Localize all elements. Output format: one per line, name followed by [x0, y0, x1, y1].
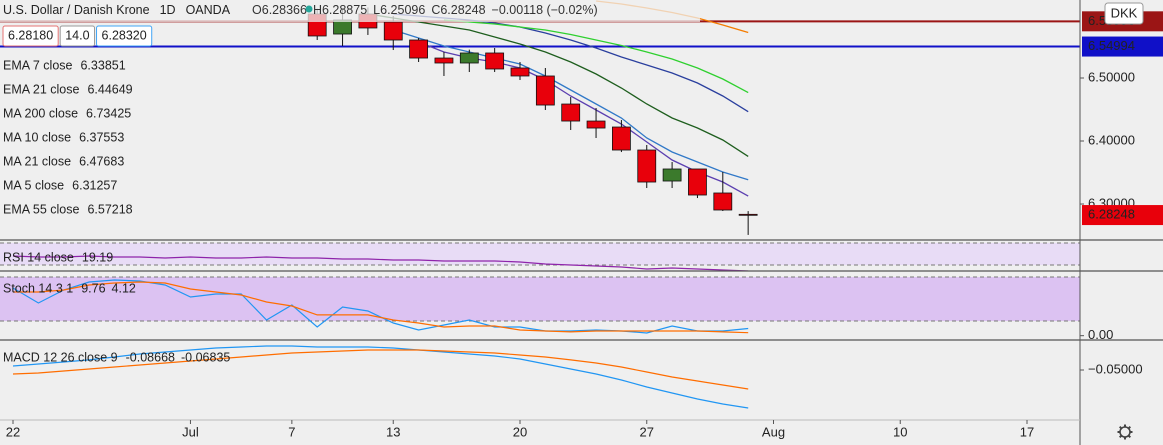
legend-value: 19.19 [82, 250, 113, 264]
x-tick-label: Jul [182, 424, 199, 439]
button-label: 6.28320 [102, 28, 147, 42]
legend-name: MA 10 close [3, 130, 71, 144]
button[interactable] [96, 25, 153, 47]
x-tick-label: Aug [762, 424, 785, 439]
candle-body [510, 67, 530, 77]
band-fill [0, 242, 1080, 265]
series-line [12, 345, 749, 409]
x-tick-label: 13 [386, 424, 400, 439]
legend-name: EMA 7 close [3, 58, 73, 72]
settings-icon[interactable] [1117, 424, 1133, 440]
legend-value: 6.47683 [79, 154, 124, 168]
candle-body [333, 19, 352, 35]
legend-name: MA 5 close [3, 178, 64, 192]
button-label: 14.0 [65, 28, 89, 42]
candle-body [561, 103, 581, 122]
last-price-box [1082, 205, 1163, 226]
status-dot [305, 5, 313, 13]
settings-cog [1118, 425, 1123, 430]
band-fill [0, 277, 1080, 322]
quote: H6.28875 [313, 3, 367, 17]
legend-value: 6.33851 [80, 58, 125, 72]
candle-body [688, 168, 707, 196]
button-label: 6.28180 [8, 28, 53, 42]
header-bg [0, 0, 700, 22]
candle-body [662, 168, 682, 182]
currency-box [1104, 2, 1144, 25]
legend-value: -0.06835 [181, 350, 230, 364]
series-line [367, 13, 749, 157]
series-line [443, 19, 749, 94]
quote: C6.28248 [431, 3, 485, 17]
legend-name: Stoch 14 3 1 [3, 281, 73, 295]
pane [0, 276, 1080, 334]
legend-value: -0.08668 [126, 350, 175, 364]
pane [12, 345, 749, 409]
header-text: 1D [160, 3, 176, 17]
legend-value: 6.44649 [87, 82, 132, 96]
settings-cog [1118, 434, 1123, 439]
candle-body [738, 213, 758, 216]
x-tick-label: 7 [288, 424, 295, 439]
legend-value: 6.57218 [87, 202, 132, 216]
candle-body [612, 126, 631, 151]
legend-name: RSI 14 close [3, 250, 74, 264]
series-line [393, 29, 749, 181]
series-line [12, 349, 749, 390]
legend-value: 4.12 [112, 281, 136, 295]
legend-name: EMA 55 close [3, 202, 79, 216]
candle-body [637, 149, 657, 183]
legend-value: 9.76 [81, 281, 105, 295]
x-tick-label: 27 [640, 424, 654, 439]
y-tick-label: 6.40000 [1088, 132, 1135, 147]
header-text: OANDA [186, 3, 231, 17]
currency: DKK [1111, 5, 1138, 20]
candle-body [409, 39, 429, 59]
price-label-box [1082, 36, 1163, 57]
quote: O6.28366 [252, 3, 307, 17]
y-tick-label: 6.50000 [1088, 69, 1135, 84]
legend-name: MA 200 close [3, 106, 78, 120]
candle-body [434, 57, 454, 64]
y-tick-label: 0.00 [1088, 327, 1113, 342]
x-tick-label: 22 [6, 424, 20, 439]
legend-name: MACD 12 26 close 9 [3, 350, 118, 364]
x-tick-label: 10 [893, 424, 907, 439]
legend-value: 6.31257 [72, 178, 117, 192]
candle-body [713, 192, 733, 211]
button[interactable] [2, 25, 59, 47]
candle-body [383, 21, 403, 41]
legend-value: 6.37553 [79, 130, 124, 144]
series-line [12, 255, 749, 271]
y-tick-label: −0.05000 [1088, 361, 1143, 376]
legend-name: MA 21 close [3, 154, 71, 168]
quote: L6.25096 [373, 3, 425, 17]
candle-body [535, 75, 555, 106]
legend-value: 6.73425 [86, 106, 131, 120]
x-tick-label: 20 [513, 424, 527, 439]
button[interactable] [59, 25, 96, 47]
candle-body [485, 52, 505, 70]
quote: −0.00118 (−0.02%) [492, 3, 598, 17]
candle-body [459, 52, 479, 64]
candle-body [586, 120, 606, 129]
settings-cog [1127, 434, 1132, 439]
legend-name: EMA 21 close [3, 82, 79, 96]
last-price-label: 6.28248 [1088, 206, 1135, 221]
price-label: 6.54994 [1088, 38, 1135, 53]
header-text: U.S. Dollar / Danish Krone [3, 3, 150, 17]
x-tick-label: 17 [1020, 424, 1034, 439]
settings-cog [1127, 425, 1132, 430]
pane [0, 242, 1080, 271]
series-line [13, 281, 749, 334]
header: U.S. Dollar / Danish Krone 1D OANDA O6.2836… [3, 3, 598, 17]
